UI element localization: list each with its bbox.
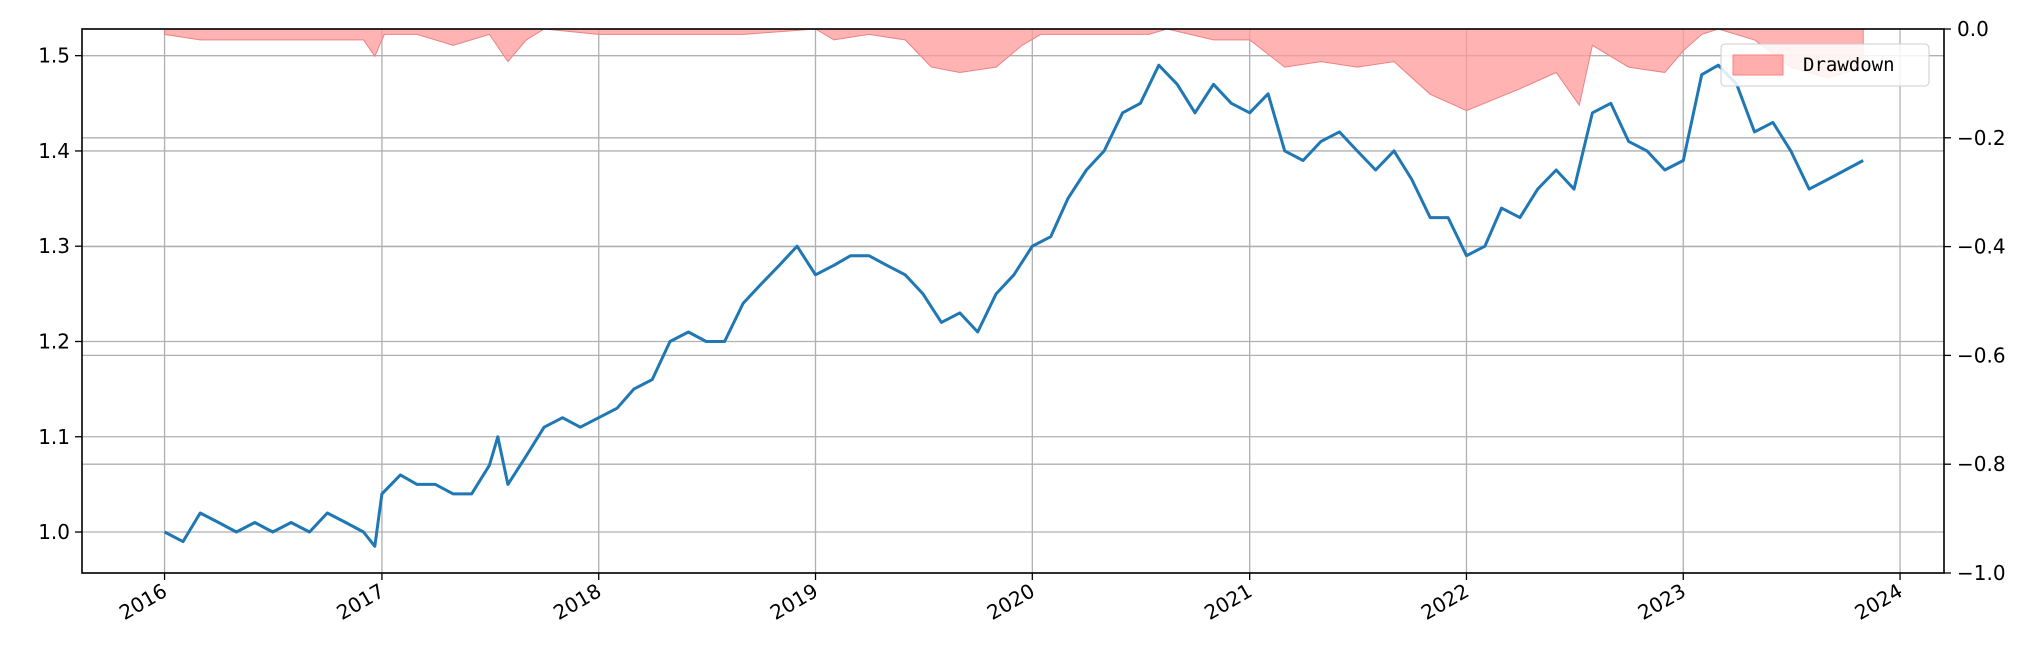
x-tick-label: 2019 [766,579,822,625]
y-axis-right: 0.0 −0.2 −0.4 −0.6 −0.8 −1.0 [1944,17,2006,585]
x-tick-label: 2022 [1417,579,1473,625]
nav-line [163,63,1864,548]
x-tick-label: 2020 [983,579,1039,625]
grid [82,28,1944,574]
y-tick-label: 1.5 [38,44,70,68]
legend: Drawdown [1720,43,1930,87]
y-tick-label: 1.2 [38,329,70,353]
y-tick-label: 1.0 [38,520,70,544]
y-axis-left: 1.0 1.1 1.2 1.3 1.4 1.5 [38,44,82,544]
legend-swatch-drawdown [1732,54,1784,76]
y2-tick-label: −0.2 [1957,126,2006,150]
x-tick-label: 2017 [332,579,388,625]
drawdown-series [164,28,1864,112]
x-tick-label: 2024 [1850,579,1906,625]
y2-tick-label: −0.6 [1957,343,2006,367]
y2-tick-label: −1.0 [1957,561,2006,585]
x-axis: 2016 2017 2018 2019 2020 2021 2022 2023 2024 [115,573,1907,625]
plot-background [82,29,1944,573]
y2-tick-label: −0.4 [1957,235,2006,259]
plot-frame [81,28,1945,574]
drawdown-area [164,28,1864,112]
legend-label-drawdown: Drawdown [1803,54,1895,76]
y-tick-label: 1.1 [38,425,70,449]
x-tick-label: 2016 [115,579,171,625]
y2-tick-label: 0.0 [1957,17,1989,41]
x-tick-label: 2018 [549,579,605,625]
y2-tick-label: −0.8 [1957,452,2006,476]
y-tick-label: 1.3 [38,234,70,258]
nav-series [163,63,1864,548]
x-tick-label: 2021 [1200,579,1256,625]
x-tick-label: 2023 [1634,579,1690,625]
y-tick-label: 1.4 [38,139,70,163]
